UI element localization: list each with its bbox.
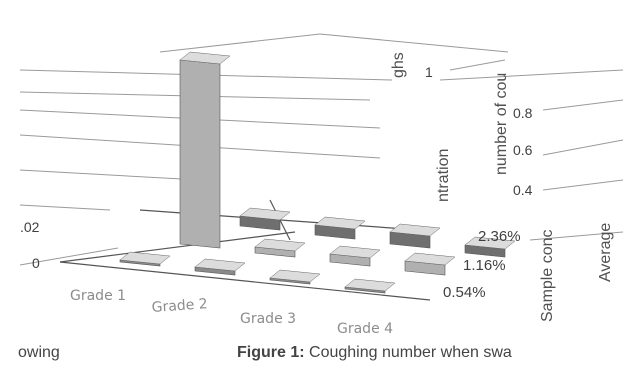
- bar-1-16pct-grade-1: [179, 59, 221, 249]
- z-axis-ticks: 1 0.8 0.6 0.4: [425, 64, 533, 198]
- chart-3d-bar: 1 0.8 0.6 0.4 .02 0 2.36% 1.16% 0.54% Gr…: [19, 33, 623, 336]
- conc-label-0-54: 0.54%: [443, 284, 486, 301]
- figure-caption: Figure 1: Coughing number when swa: [237, 344, 512, 362]
- conc-label-2-36: 2.36%: [478, 228, 521, 245]
- axis-label-center: ntration: [435, 149, 452, 202]
- grade-label-2: Grade 2: [151, 296, 208, 316]
- axis-label-depth: Sample conc: [539, 230, 556, 323]
- axis-label-top: ghs: [390, 52, 407, 78]
- axis-label-count: number of cou: [493, 73, 510, 175]
- bar-top-1-16pct-grade-4: [404, 252, 456, 266]
- grade-label-4: Grade 4: [337, 321, 393, 336]
- bar-top-0-54pct-grade-2: [194, 258, 246, 272]
- z-tick-0-8: 0.8: [513, 105, 533, 121]
- z-tick-0-4: 0.4: [513, 182, 533, 198]
- bar-top-1-16pct-grade-1: [179, 51, 231, 65]
- bars-group: [119, 51, 516, 294]
- z-tick-1: 1: [425, 64, 433, 80]
- left-tick-0: 0: [32, 255, 40, 271]
- grade-label-3: Grade 3: [240, 311, 296, 327]
- bar-top-0-54pct-grade-3: [269, 269, 321, 283]
- axis-label-average: Average: [597, 223, 614, 282]
- caption-left-fragment: owing: [18, 344, 60, 361]
- z-tick-0-6: 0.6: [513, 142, 533, 158]
- bar-top-2-36pct-grade-2: [314, 216, 366, 230]
- bar-top-2-36pct-grade-3: [389, 223, 441, 237]
- bar-top-2-36pct-grade-1: [239, 207, 291, 221]
- bar-top-1-16pct-grade-3: [329, 245, 381, 259]
- conc-label-1-16: 1.16%: [463, 257, 506, 274]
- figure-text: Coughing number when swa: [304, 344, 512, 361]
- bar-top-0-54pct-grade-1: [119, 251, 171, 265]
- figure-label: Figure 1:: [237, 344, 305, 361]
- bar-top-2-36pct-grade-4: [464, 236, 516, 250]
- left-tick-02: .02: [20, 219, 40, 235]
- grade-label-1: Grade 1: [70, 288, 126, 304]
- bar-top-0-54pct-grade-4: [344, 278, 396, 292]
- bar-top-1-16pct-grade-2: [254, 238, 306, 252]
